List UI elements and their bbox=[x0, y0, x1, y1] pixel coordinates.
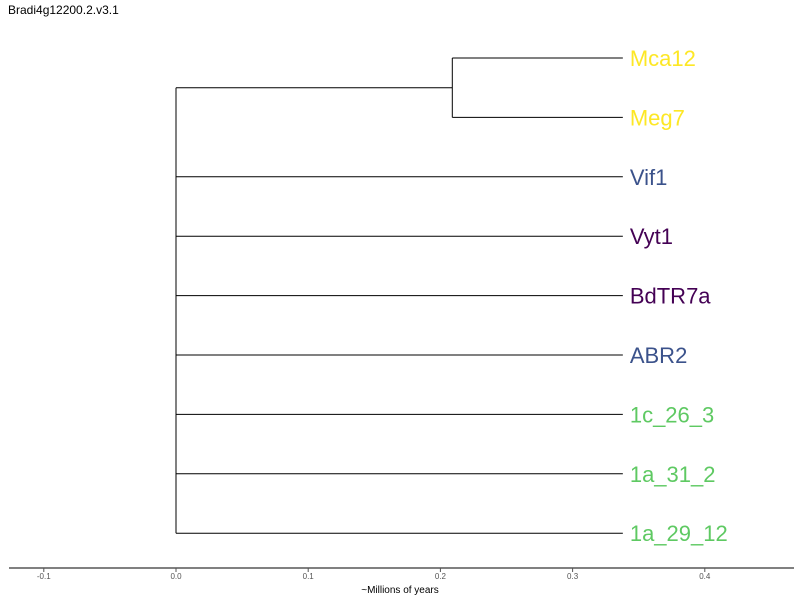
tree-branches bbox=[175, 57, 623, 534]
x-tick-label: 0.0 bbox=[170, 572, 182, 581]
tip-label: Vyt1 bbox=[630, 224, 673, 249]
x-axis-title: ~Millions of years bbox=[361, 585, 439, 596]
tip-label: Vif1 bbox=[630, 165, 668, 190]
x-tick-label: 0.3 bbox=[567, 572, 579, 581]
x-axis: -0.1 0.0 0.1 0.2 0.3 0.4 ~Millions of years bbox=[9, 567, 794, 596]
x-tick-label: 0.4 bbox=[699, 572, 711, 581]
tip-label: 1a_31_2 bbox=[630, 462, 716, 487]
x-tick-label: 0.2 bbox=[435, 572, 447, 581]
tip-label: Meg7 bbox=[630, 105, 685, 130]
tip-labels: Mca12 Meg7 Vif1 Vyt1 BdTR7a ABR2 1c_26_3 1a_31_… bbox=[630, 46, 728, 546]
x-tick-label: 0.1 bbox=[303, 572, 315, 581]
tip-label: 1c_26_3 bbox=[630, 402, 714, 427]
tip-label: BdTR7a bbox=[630, 284, 711, 309]
tip-label: ABR2 bbox=[630, 343, 687, 368]
tip-label: Mca12 bbox=[630, 46, 696, 71]
page-title: Bradi4g12200.2.v3.1 bbox=[8, 3, 119, 17]
tip-label: 1a_29_12 bbox=[630, 521, 728, 546]
x-tick-label: -0.1 bbox=[37, 572, 51, 581]
